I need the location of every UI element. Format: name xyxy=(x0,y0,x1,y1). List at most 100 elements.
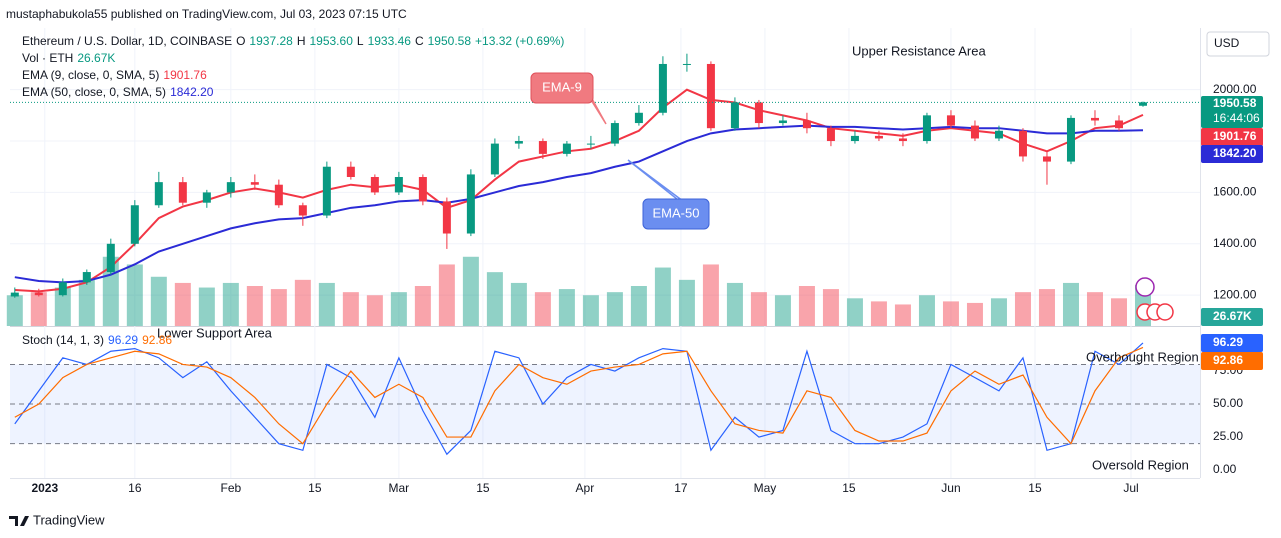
candle-body xyxy=(706,63,715,129)
stoch-k-price-box xyxy=(1201,334,1263,352)
ema9-value: 1901.76 xyxy=(163,68,207,82)
x-tick-label: May xyxy=(754,481,777,495)
volume-bar xyxy=(222,282,239,326)
legend-line: EMA (50, close, 0, SMA, 5) 1842.20 xyxy=(22,85,214,99)
vol-value: 26.67K xyxy=(77,51,115,65)
volume-bar xyxy=(390,292,407,326)
y-tick-label: 0.00 xyxy=(1213,462,1237,476)
candle-body xyxy=(466,174,475,234)
volume-price-box xyxy=(1201,308,1263,326)
volume-bar xyxy=(1014,292,1031,326)
candle-body xyxy=(442,201,451,234)
x-tick-label: 2023 xyxy=(31,481,58,495)
ohlc-key: O xyxy=(236,34,245,48)
currency-box[interactable] xyxy=(1206,31,1270,57)
candle-body xyxy=(370,177,379,193)
volume-bar xyxy=(486,272,503,326)
volume-bar xyxy=(678,279,695,326)
candle-body xyxy=(490,143,499,175)
volume-bar xyxy=(750,292,767,326)
stoch-d: 92.86 xyxy=(142,333,172,347)
volume-bar xyxy=(846,298,863,326)
candle-body xyxy=(610,123,619,144)
volume-bar xyxy=(654,267,671,326)
candle-body xyxy=(274,184,283,206)
candle-body xyxy=(58,282,67,296)
volume-bar xyxy=(822,289,839,326)
volume-bar xyxy=(270,289,287,326)
volume-bar xyxy=(606,292,623,326)
legend-line: Stoch (14, 1, 3) 96.29 92.86 xyxy=(22,333,172,347)
event-icon xyxy=(1156,303,1174,321)
candle-body xyxy=(1114,120,1123,129)
volume-bar xyxy=(54,287,71,326)
legend-line: EMA (9, close, 0, SMA, 5) 1901.76 xyxy=(22,68,207,82)
candle-body xyxy=(394,177,403,193)
legend-line: Vol · ETH 26.67K xyxy=(22,51,115,65)
candle-body xyxy=(130,205,139,244)
volume-bar xyxy=(198,287,215,326)
candle-body xyxy=(826,128,835,142)
volume-bar xyxy=(870,301,887,326)
callout-label: EMA-9 xyxy=(542,79,582,94)
publisher: mustaphabukola55 published on TradingVie… xyxy=(6,7,407,21)
volume-bar xyxy=(174,282,191,326)
vol-label: Vol · ETH xyxy=(22,51,73,65)
candle-body xyxy=(1090,117,1099,121)
volume-bar xyxy=(942,301,959,326)
candle-body xyxy=(178,182,187,203)
volume-bar xyxy=(558,289,575,326)
countdown: 16:44:06 xyxy=(1213,111,1260,125)
candle-body xyxy=(658,63,667,113)
stoch-line xyxy=(14,342,1144,456)
symbol: Ethereum / U.S. Dollar, 1D, COINBASE xyxy=(22,34,232,48)
x-tick-label: 15 xyxy=(842,481,856,495)
volume-bar xyxy=(798,286,815,326)
candle-body xyxy=(1018,130,1027,157)
x-tick-label: Mar xyxy=(389,481,410,495)
ohlc-key: H xyxy=(297,34,306,48)
volume-bar xyxy=(918,295,935,326)
candle-body xyxy=(1066,117,1075,162)
volume-bar xyxy=(294,279,311,326)
volume-bar xyxy=(342,292,359,326)
y-tick-label: 1600.00 xyxy=(1213,185,1257,199)
ohlc-value: 1933.46 xyxy=(368,34,412,48)
candle-body xyxy=(202,192,211,203)
callout-box xyxy=(530,72,594,104)
volume-bar xyxy=(6,295,23,326)
volume-bar xyxy=(30,292,47,326)
last-price: 1950.58 xyxy=(1213,96,1257,110)
volume-price: 26.67K xyxy=(1213,309,1252,323)
volume-bar xyxy=(990,298,1007,326)
ema50-value: 1842.20 xyxy=(170,85,214,99)
volume-bar xyxy=(1038,289,1055,326)
candle-body xyxy=(106,243,115,273)
last-price-box xyxy=(1201,96,1263,128)
footer-brand: TradingView xyxy=(33,512,105,527)
stoch-k: 96.29 xyxy=(108,333,138,347)
volume-bar xyxy=(318,282,335,326)
stoch-line xyxy=(14,346,1144,445)
callout-label: EMA-50 xyxy=(653,205,700,220)
annotation: Upper Resistance Area xyxy=(852,43,986,58)
volume-bar xyxy=(1062,282,1079,326)
volume-bar xyxy=(1086,292,1103,326)
volume-bar xyxy=(246,286,263,326)
candle-body xyxy=(562,143,571,154)
ohlc-key: L xyxy=(357,34,364,48)
candle-body xyxy=(538,141,547,154)
change: +13.32 (+0.69%) xyxy=(475,34,564,48)
volume-bar xyxy=(126,264,143,326)
y-tick-label: 2000.00 xyxy=(1213,82,1257,96)
volume-bar xyxy=(150,276,167,326)
volume-bar xyxy=(726,282,743,326)
y-tick-label: 50.00 xyxy=(1213,396,1243,410)
x-tick-label: Apr xyxy=(576,481,595,495)
volume-bar xyxy=(78,279,95,326)
candle-body xyxy=(226,182,235,193)
x-tick-label: 15 xyxy=(1028,481,1042,495)
currency[interactable]: USD xyxy=(1214,36,1240,50)
volume-bar xyxy=(102,256,119,326)
x-tick-label: Jul xyxy=(1123,481,1138,495)
